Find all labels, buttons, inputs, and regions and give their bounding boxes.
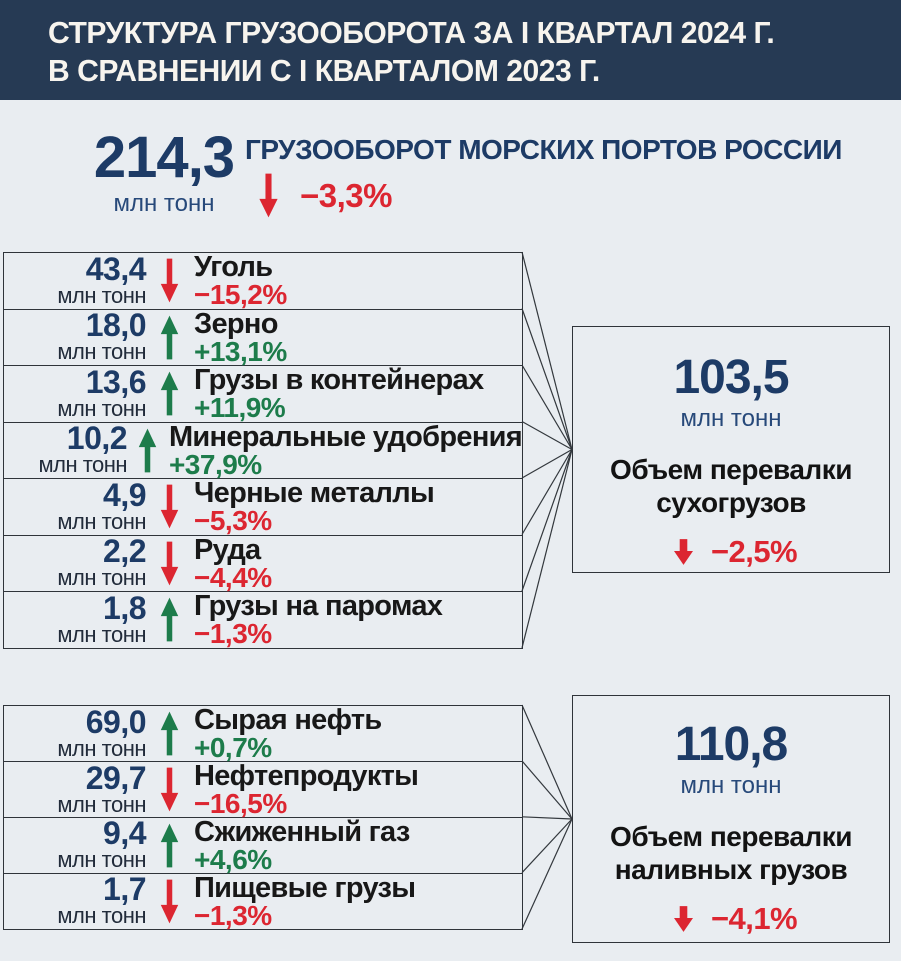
liquid-cargo-list: 69,0 млн тонн Сырая нефть +0,7% 29,7 млн то… xyxy=(3,703,523,931)
cargo-row-konteynery: 13,6 млн тонн Грузы в контейнерах +11,9% xyxy=(3,365,523,423)
trend-arrow-icon xyxy=(146,541,192,586)
total-turnover-unit: млн тонн xyxy=(113,190,215,217)
dry-summary-unit: млн тонн xyxy=(680,405,782,432)
total-turnover-value: 214,3 xyxy=(93,125,235,190)
trend-arrow-icon xyxy=(146,484,192,529)
cargo-change: −1,3% xyxy=(194,899,272,931)
dry-summary-change: −2,5% xyxy=(710,534,798,569)
trend-arrow-icon xyxy=(146,823,192,868)
total-turnover-caption: ГРУЗООБОРОТ МОРСКИХ ПОРТОВ РОССИИ −3,3% xyxy=(245,134,842,218)
cargo-name: Черные металлы xyxy=(194,477,435,510)
cargo-row-ruda: 2,2 млн тонн Руда −4,4% xyxy=(3,533,523,593)
cargo-name: Пищевые грузы xyxy=(194,871,416,904)
liquid-summary-change: −4,1% xyxy=(710,901,798,936)
cargo-row-ugol: 43,4 млн тонн Уголь −15,2% xyxy=(3,252,523,310)
cargo-unit: млн тонн xyxy=(57,508,146,534)
cargo-value: 2,2 xyxy=(103,533,146,570)
dry-cargo-summary-box: 103,5 млн тонн Объем перевалки сухогрузо… xyxy=(572,326,890,573)
cargo-name: Уголь xyxy=(194,251,273,284)
cargo-name: Зерно xyxy=(194,307,278,340)
trend-arrow-icon xyxy=(146,597,192,642)
cargo-row-udobreniya: 10,2 млн тонн Минеральные удобрения +37,9% xyxy=(3,420,523,480)
cargo-unit: млн тонн xyxy=(57,395,146,421)
cargo-change: −1,3% xyxy=(194,618,272,650)
cargo-unit: млн тонн xyxy=(38,452,128,478)
cargo-value: 9,4 xyxy=(103,815,146,852)
down-arrow-icon xyxy=(665,905,711,932)
total-turnover-stat: 214,3 млн тонн xyxy=(86,128,242,218)
cargo-change: +11,9% xyxy=(194,392,286,424)
trend-arrow-icon xyxy=(146,879,192,924)
cargo-value: 10,2 xyxy=(66,420,128,457)
cargo-name: Грузы в контейнерах xyxy=(194,364,484,397)
page-title-line2: В СРАВНЕНИИ С I КВАРТАЛОМ 2023 Г. xyxy=(48,53,600,88)
page-header: СТРУКТУРА ГРУЗООБОРОТА ЗА I КВАРТАЛ 2024… xyxy=(0,0,901,100)
cargo-unit: млн тонн xyxy=(57,565,146,591)
liquid-cargo-summary-box: 110,8 млн тонн Объем перевалки наливных … xyxy=(572,695,890,943)
cargo-row-gaz: 9,4 млн тонн Сжиженный газ +4,6% xyxy=(3,815,523,875)
cargo-value: 29,7 xyxy=(85,759,147,796)
cargo-unit: млн тонн xyxy=(57,339,146,365)
trend-arrow-icon xyxy=(146,767,192,812)
cargo-row-paromy: 1,8 млн тонн Грузы на паромах −1,3% xyxy=(3,591,523,649)
trend-arrow-icon xyxy=(146,258,192,303)
trend-arrow-icon xyxy=(146,711,192,756)
cargo-row-neft: 69,0 млн тонн Сырая нефть +0,7% xyxy=(3,703,523,764)
cargo-unit: млн тонн xyxy=(57,903,146,929)
cargo-name: Сырая нефть xyxy=(194,704,382,737)
cargo-row-nefteprodukty: 29,7 млн тонн Нефтепродукты −16,5% xyxy=(3,759,523,820)
cargo-change: −4,4% xyxy=(194,561,272,593)
cargo-value: 18,0 xyxy=(85,307,147,344)
liquid-summary-value: 110,8 xyxy=(674,718,788,771)
page-title-line1: СТРУКТУРА ГРУЗООБОРОТА ЗА I КВАРТАЛ 2024… xyxy=(48,15,775,50)
cargo-change: −15,2% xyxy=(194,279,287,311)
trend-arrow-icon xyxy=(146,315,192,360)
cargo-value: 1,7 xyxy=(103,871,146,908)
dry-summary-label: Объем перевалки сухогрузов xyxy=(610,454,852,518)
dry-summary-value: 103,5 xyxy=(673,351,789,404)
total-turnover-title: ГРУЗООБОРОТ МОРСКИХ ПОРТОВ РОССИИ xyxy=(245,134,842,165)
cargo-value: 4,9 xyxy=(103,476,146,513)
cargo-row-zerno: 18,0 млн тонн Зерно +13,1% xyxy=(3,307,523,367)
cargo-name: Руда xyxy=(194,533,261,566)
cargo-name: Минеральные удобрения xyxy=(168,420,523,453)
cargo-value: 1,8 xyxy=(103,589,146,626)
down-arrow-icon xyxy=(245,173,291,218)
cargo-unit: млн тонн xyxy=(57,735,146,761)
trend-arrow-icon xyxy=(127,428,167,473)
liquid-summary-label: Объем перевалки наливных грузов xyxy=(610,821,852,885)
cargo-change: +13,1% xyxy=(194,335,287,367)
down-arrow-icon xyxy=(665,538,711,565)
dry-cargo-list: 43,4 млн тонн Уголь −15,2% 18,0 млн тонн Зе… xyxy=(3,252,523,649)
cargo-row-pischevye: 1,7 млн тонн Пищевые грузы −1,3% xyxy=(3,871,523,931)
cargo-change: +4,6% xyxy=(194,843,272,875)
cargo-value: 69,0 xyxy=(85,703,147,740)
cargo-change: −16,5% xyxy=(194,788,287,820)
cargo-value: 13,6 xyxy=(85,363,147,400)
trend-arrow-icon xyxy=(146,371,192,416)
cargo-name: Грузы на паромах xyxy=(194,590,443,623)
cargo-change: +0,7% xyxy=(194,732,272,764)
cargo-unit: млн тонн xyxy=(57,282,146,308)
cargo-row-metally: 4,9 млн тонн Черные металлы −5,3% xyxy=(3,478,523,536)
cargo-change: +37,9% xyxy=(168,448,262,480)
cargo-unit: млн тонн xyxy=(57,791,146,817)
total-turnover-change: −3,3% xyxy=(300,177,393,214)
cargo-value: 43,4 xyxy=(85,250,147,287)
cargo-change: −5,3% xyxy=(194,505,272,537)
liquid-summary-unit: млн тонн xyxy=(680,772,782,799)
cargo-unit: млн тонн xyxy=(57,621,146,647)
cargo-name: Сжиженный газ xyxy=(194,815,410,848)
cargo-unit: млн тонн xyxy=(57,847,146,873)
cargo-name: Нефтепродукты xyxy=(194,760,419,793)
